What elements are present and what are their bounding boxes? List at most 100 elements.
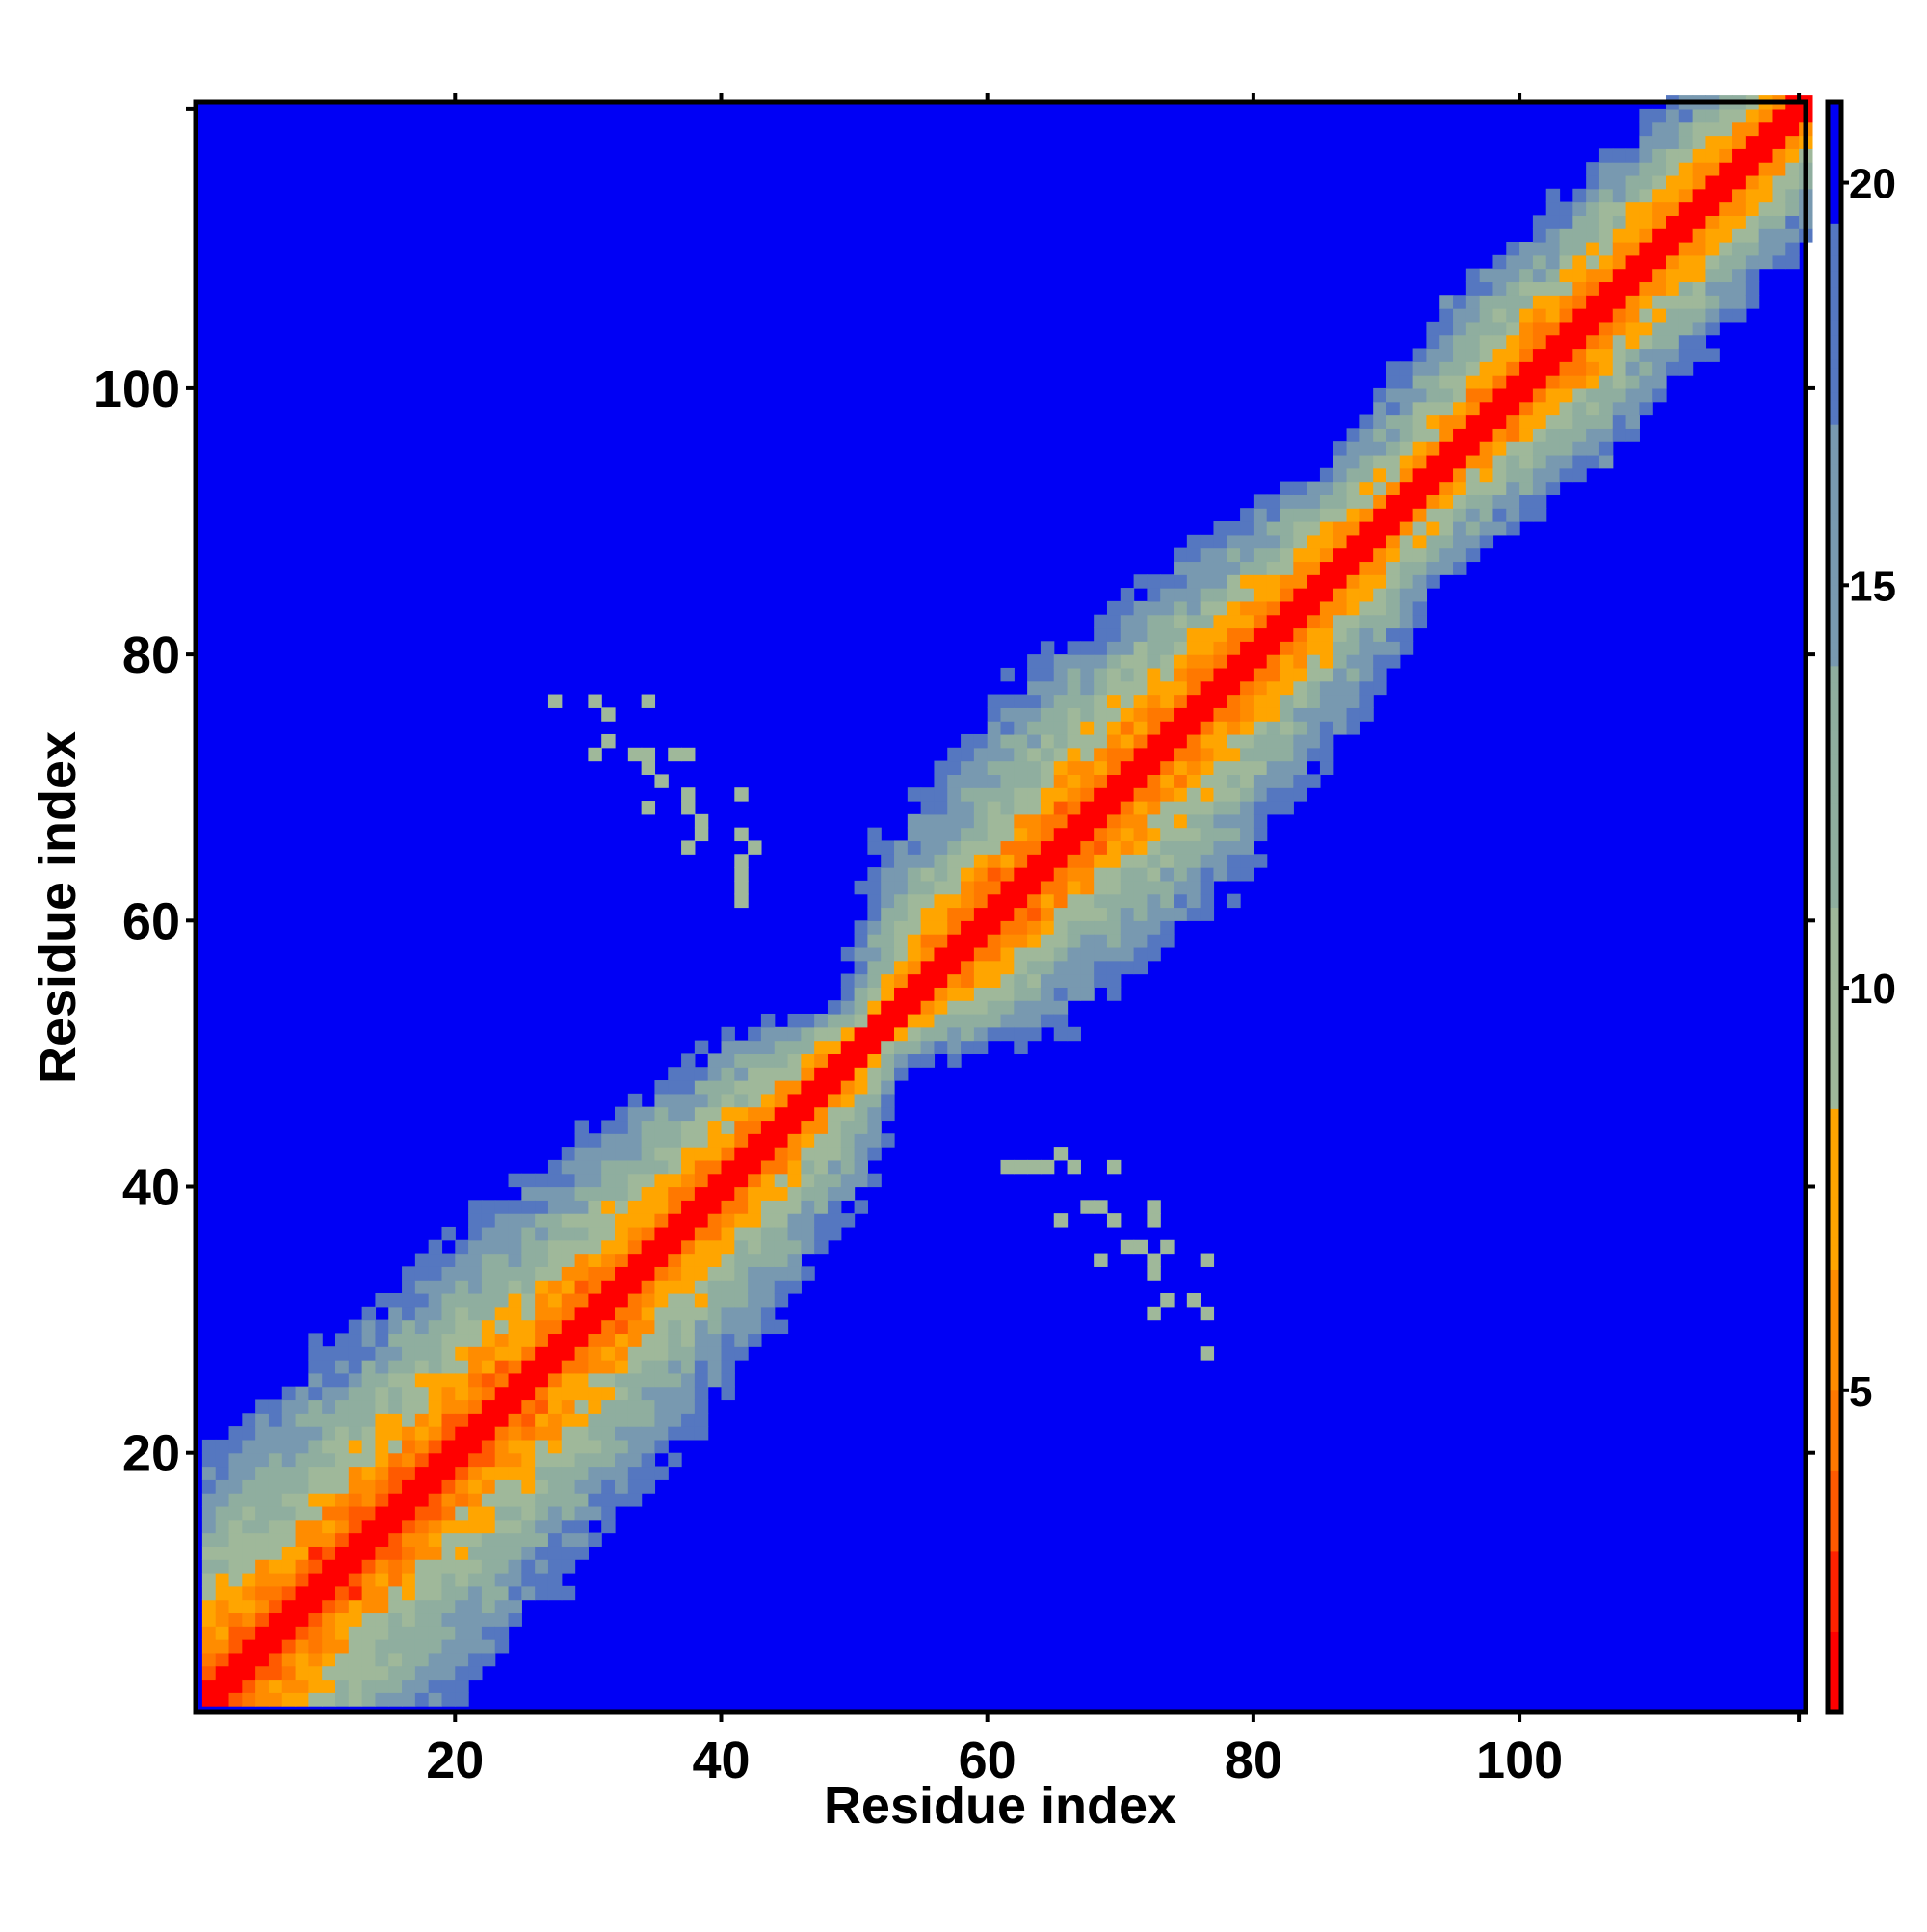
heatmap-cell — [734, 1253, 749, 1267]
heatmap-cell — [255, 1413, 270, 1427]
heatmap-cell — [1027, 1000, 1042, 1015]
heatmap-cell — [215, 1505, 230, 1521]
heatmap-cell — [281, 1439, 297, 1454]
heatmap-cell — [1027, 1026, 1042, 1042]
heatmap-cell — [1000, 707, 1015, 722]
heatmap-cell — [894, 867, 909, 882]
heatmap-cell — [1598, 242, 1614, 256]
heatmap-cell — [894, 934, 909, 948]
heatmap-cell — [787, 1147, 802, 1161]
heatmap-cell — [1359, 574, 1374, 589]
heatmap-cell — [1453, 454, 1467, 469]
heatmap-cell — [1106, 840, 1122, 855]
heatmap-cell — [535, 1585, 549, 1601]
heatmap-cell — [1545, 454, 1561, 469]
heatmap-cell — [814, 1080, 829, 1095]
heatmap-cell — [228, 1532, 243, 1547]
heatmap-cell — [348, 1466, 363, 1480]
heatmap-cell — [1439, 348, 1454, 362]
heatmap-cell — [508, 1585, 522, 1601]
heatmap-cell — [1067, 667, 1081, 682]
heatmap-cell — [441, 1665, 456, 1681]
heatmap-cell — [681, 1266, 696, 1281]
heatmap-cell — [1625, 148, 1640, 163]
heatmap-cell — [1692, 268, 1707, 283]
heatmap-cell — [1067, 654, 1081, 669]
colorbar-swatch — [1828, 1084, 1841, 1094]
heatmap-cell — [1399, 588, 1414, 602]
heatmap-cell — [641, 1106, 656, 1122]
heatmap-cell — [1598, 281, 1614, 296]
heatmap-cell — [1094, 920, 1108, 935]
heatmap-cell — [1359, 508, 1374, 522]
heatmap-cell — [1439, 454, 1454, 469]
colorbar-swatch — [1828, 1164, 1841, 1174]
heatmap-cell — [1625, 414, 1640, 429]
colorbar-swatch — [1828, 1414, 1841, 1423]
heatmap-cell — [1200, 774, 1215, 788]
heatmap-cell — [561, 1372, 576, 1388]
heatmap-cell — [1147, 827, 1161, 842]
heatmap-cell — [521, 1280, 536, 1294]
heatmap-cell — [1147, 600, 1161, 616]
heatmap-cell — [521, 1585, 536, 1601]
heatmap-cell — [707, 1200, 723, 1214]
heatmap-cell — [468, 1386, 483, 1401]
heatmap-cell — [867, 1026, 882, 1042]
heatmap-cell — [1625, 228, 1640, 243]
heatmap-cell — [1147, 733, 1161, 749]
heatmap-cell — [1027, 973, 1042, 988]
heatmap-cell — [1586, 201, 1600, 216]
heatmap-cell — [1213, 534, 1227, 549]
heatmap-cell — [601, 1226, 616, 1241]
heatmap-cell — [441, 1306, 456, 1321]
heatmap-cell — [322, 1559, 336, 1574]
heatmap-cell — [455, 1253, 469, 1267]
heatmap-cell — [1545, 441, 1561, 456]
heatmap-cell — [973, 960, 989, 975]
heatmap-cell — [934, 907, 948, 921]
heatmap-cell — [1519, 414, 1534, 429]
heatmap-cell — [468, 1333, 483, 1347]
heatmap-cell — [947, 813, 962, 829]
heatmap-cell — [920, 1000, 936, 1015]
heatmap-cell — [1227, 707, 1241, 722]
heatmap-cell — [1014, 1040, 1028, 1055]
heatmap-cell — [814, 1173, 829, 1188]
heatmap-cell — [1293, 707, 1307, 722]
colorbar-tick-label: 10 — [1849, 966, 1896, 1013]
heatmap-cell — [1785, 228, 1800, 243]
heatmap-cell — [1160, 1239, 1175, 1255]
heatmap-cell — [681, 1186, 696, 1201]
heatmap-cell — [1453, 414, 1467, 429]
heatmap-cell — [1106, 667, 1122, 682]
heatmap-cell — [1532, 254, 1547, 270]
heatmap-cell — [627, 1493, 643, 1507]
heatmap-cell — [1732, 215, 1747, 229]
heatmap-cell — [1346, 667, 1360, 682]
heatmap-cell — [1758, 148, 1774, 163]
heatmap-cell — [1160, 774, 1175, 788]
heatmap-cell — [1559, 387, 1573, 403]
heatmap-cell — [1067, 721, 1081, 735]
heatmap-cell — [641, 1439, 656, 1454]
heatmap-cell — [361, 1679, 377, 1693]
heatmap-cell — [1067, 1026, 1081, 1042]
heatmap-cell — [1598, 348, 1614, 362]
heatmap-cell — [547, 1399, 563, 1414]
heatmap-cell — [1678, 254, 1694, 270]
heatmap-cell — [468, 1266, 483, 1281]
heatmap-cell — [1106, 1159, 1122, 1175]
heatmap-cell — [242, 1692, 256, 1707]
heatmap-cell — [1080, 880, 1095, 895]
heatmap-cell — [840, 1093, 856, 1108]
heatmap-cell — [1785, 148, 1800, 163]
heatmap-cell — [1439, 295, 1454, 309]
heatmap-cell — [1174, 588, 1188, 602]
heatmap-cell — [748, 1106, 762, 1122]
heatmap-cell — [242, 1679, 256, 1693]
heatmap-cell — [1399, 614, 1414, 629]
heatmap-cell — [1014, 880, 1028, 895]
heatmap-cell — [1186, 774, 1201, 788]
heatmap-cell — [1027, 721, 1042, 735]
